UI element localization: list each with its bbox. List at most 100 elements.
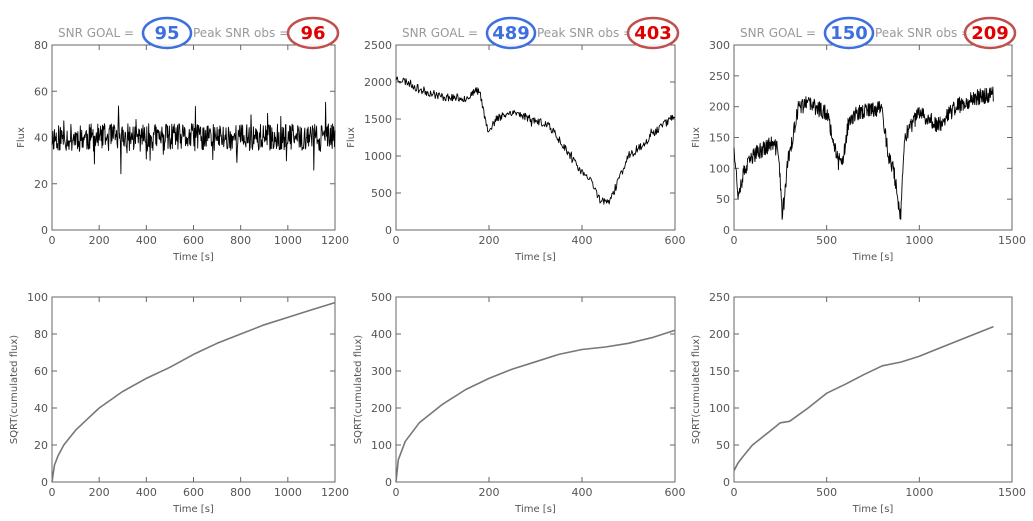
y-tick-label: 150	[709, 365, 730, 378]
x-tick-label: 200	[479, 486, 500, 499]
y-tick-label: 200	[371, 402, 392, 415]
x-tick-label: 1500	[998, 486, 1026, 499]
chart-3: 0 500 1000 1500 0 50 100 150 200 250 300 Time [s] Fl…	[691, 16, 1026, 263]
y-axis-label: SQRT(cumulated flux)	[353, 335, 364, 444]
x-tick-label: 400	[572, 486, 593, 499]
x-tick-label: 800	[230, 234, 251, 247]
y-tick-label: 100	[709, 162, 730, 175]
y-tick-label: 500	[371, 291, 392, 304]
y-axis-label: Flux	[16, 127, 27, 148]
peak-snr-label: Peak SNR obs =	[193, 26, 289, 40]
y-axis-label: SQRT(cumulated flux)	[9, 335, 20, 444]
plot-frame	[395, 44, 676, 231]
y-tick-label: 250	[709, 70, 730, 83]
x-tick-label: 0	[393, 234, 400, 247]
y-tick-label: 40	[34, 132, 48, 145]
snr-goal-label: SNR GOAL =	[402, 26, 478, 40]
x-tick-label: 500	[816, 234, 837, 247]
series-line	[395, 76, 676, 205]
y-tick-label: 400	[371, 328, 392, 341]
plot-frame	[51, 296, 336, 483]
y-tick-label: 40	[34, 402, 48, 415]
chart-1: 0 200 400 600 800 1000 1200 0 20 40 60 80 Time [s] Fl…	[16, 16, 349, 263]
chart-4: 0 200 400 600 800 1000 1200 0 20 40 60 80 100 Time [s…	[9, 291, 349, 515]
x-tick-label: 1200	[321, 486, 349, 499]
plot-frame	[733, 296, 1013, 483]
y-tick-label: 20	[34, 439, 48, 452]
chart-5: 0 200 400 600 0 100 200 300 400 500 Time [s] SQRT(c…	[353, 291, 686, 515]
peak-snr-circle	[286, 16, 340, 50]
y-tick-label: 20	[34, 178, 48, 191]
chart-6: 0 500 1000 1500 0 50 100 150 200 250 Time [s] SQRT(…	[691, 291, 1026, 515]
snr-goal-label: SNR GOAL =	[58, 26, 134, 40]
y-tick-label: 80	[34, 328, 48, 341]
x-tick-label: 0	[49, 486, 56, 499]
x-tick-label: 200	[479, 234, 500, 247]
snr-header: SNR GOAL = 95 Peak SNR obs = 96	[58, 16, 340, 50]
y-tick-label: 100	[709, 402, 730, 415]
snr-goal-circle	[141, 16, 193, 50]
peak-snr-circle	[626, 16, 680, 50]
snr-header: SNR GOAL = 489 Peak SNR obs = 403	[402, 16, 680, 50]
peak-snr-label: Peak SNR obs =	[875, 26, 971, 40]
y-tick-label: 50	[716, 439, 730, 452]
y-tick-label: 0	[385, 224, 392, 237]
x-tick-label: 200	[89, 234, 110, 247]
y-axis-label: Flux	[691, 127, 702, 148]
y-tick-label: 2500	[364, 39, 392, 52]
x-axis-label: Time [s]	[172, 504, 214, 515]
series-line	[733, 325, 994, 472]
x-axis-label: Time [s]	[852, 504, 894, 515]
peak-snr-value: 209	[971, 23, 1009, 44]
snr-goal-circle	[823, 16, 875, 50]
x-tick-label: 400	[572, 234, 593, 247]
y-tick-label: 1500	[364, 113, 392, 126]
y-tick-label: 300	[709, 39, 730, 52]
x-axis-label: Time [s]	[514, 504, 556, 515]
peak-snr-label: Peak SNR obs =	[537, 26, 633, 40]
y-tick-label: 150	[709, 132, 730, 145]
y-tick-label: 2000	[364, 76, 392, 89]
x-tick-label: 1000	[905, 234, 933, 247]
y-tick-label: 200	[709, 328, 730, 341]
y-tick-label: 50	[716, 193, 730, 206]
y-tick-label: 0	[385, 476, 392, 489]
y-tick-label: 500	[371, 187, 392, 200]
x-tick-label: 0	[731, 234, 738, 247]
y-tick-label: 0	[41, 224, 48, 237]
x-tick-label: 800	[230, 486, 251, 499]
peak-snr-circle	[963, 16, 1017, 50]
y-tick-label: 0	[41, 476, 48, 489]
series-line	[51, 101, 336, 175]
y-tick-label: 100	[371, 439, 392, 452]
x-axis-label: Time [s]	[852, 252, 894, 263]
snr-header: SNR GOAL = 150 Peak SNR obs = 209	[740, 16, 1017, 50]
peak-snr-value: 96	[300, 23, 325, 44]
x-tick-label: 600	[665, 234, 686, 247]
y-tick-label: 60	[34, 365, 48, 378]
peak-snr-value: 403	[634, 23, 672, 44]
y-axis-label: Flux	[346, 127, 357, 148]
y-tick-label: 80	[34, 39, 48, 52]
series-line	[395, 329, 676, 483]
x-tick-label: 1000	[274, 486, 302, 499]
series-line	[733, 86, 994, 220]
plot-frame	[733, 44, 1013, 231]
x-tick-label: 1000	[274, 234, 302, 247]
y-tick-label: 0	[723, 476, 730, 489]
x-tick-label: 0	[49, 234, 56, 247]
x-tick-label: 600	[183, 234, 204, 247]
x-axis-label: Time [s]	[514, 252, 556, 263]
snr-goal-value: 489	[492, 23, 530, 44]
y-tick-label: 200	[709, 101, 730, 114]
x-axis-label: Time [s]	[172, 252, 214, 263]
y-tick-label: 0	[723, 224, 730, 237]
snr-goal-value: 95	[154, 23, 179, 44]
x-tick-label: 1500	[998, 234, 1026, 247]
x-tick-label: 600	[665, 486, 686, 499]
snr-goal-circle	[485, 16, 537, 50]
snr-goal-value: 150	[830, 23, 868, 44]
x-tick-label: 1000	[905, 486, 933, 499]
x-tick-label: 400	[136, 234, 157, 247]
x-tick-label: 0	[731, 486, 738, 499]
